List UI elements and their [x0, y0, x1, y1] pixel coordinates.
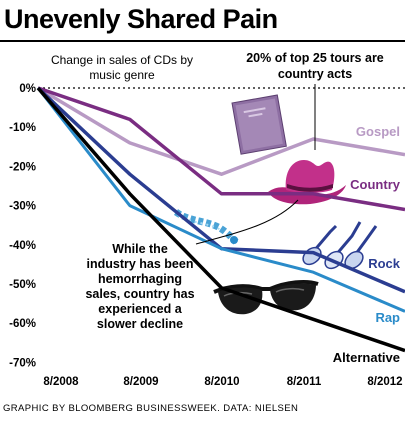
y-tick-label: -10%	[9, 122, 36, 134]
y-axis-ticks: 0% -10% -20% -30% -40% -50% -60% -70%	[9, 83, 36, 369]
annotation-tours-line-2: country acts	[278, 67, 352, 81]
annotation-decline-line-1: While the	[112, 242, 168, 256]
annotation-decline-note: While the industry has been hemorrhaging…	[85, 199, 299, 331]
series-labels: Gospel Country Rock Rap Alternative	[333, 124, 401, 365]
y-tick-label: -60%	[9, 318, 36, 330]
series-line-country	[37, 86, 405, 212]
y-tick-label: -70%	[9, 357, 36, 369]
x-tick-label: 8/2009	[123, 376, 158, 388]
y-tick-label: 0%	[19, 83, 36, 95]
subtitle-line-2: music genre	[89, 68, 155, 82]
sunglasses-icon	[213, 279, 319, 315]
annotation-decline-line-4: sales, country has	[85, 287, 194, 301]
annotation-decline-line-6: slower decline	[97, 317, 183, 331]
x-axis-ticks: 8/2008 8/2009 8/2010 8/2011 8/2012	[43, 376, 402, 388]
y-tick-label: -20%	[9, 161, 36, 173]
series-line-rap	[36, 87, 405, 313]
headline: Unevenly Shared Pain	[4, 4, 278, 34]
series-label-country: Country	[350, 177, 401, 192]
subtitle-line-1: Change in sales of CDs by	[51, 53, 193, 67]
x-tick-label: 8/2011	[287, 376, 322, 388]
source-credit: GRAPHIC BY BLOOMBERG BUSINESSWEEK. DATA:…	[3, 403, 299, 414]
y-tick-label: -30%	[9, 201, 36, 213]
chart-subtitle: Change in sales of CDs by music genre	[51, 53, 193, 82]
series-label-alternative: Alternative	[333, 350, 400, 365]
annotation-decline-line-3: hemorrhaging	[98, 272, 182, 286]
series-line-gospel	[37, 86, 405, 176]
annotation-tours-line-1: 20% of top 25 tours are	[246, 51, 384, 65]
annotation-country-tours: 20% of top 25 tours are country acts	[246, 51, 384, 150]
annotation-decline-pointer	[195, 199, 299, 245]
annotation-decline-line-5: experienced a	[98, 302, 182, 316]
series-label-gospel: Gospel	[356, 124, 400, 139]
series-lines	[36, 86, 405, 353]
annotation-decline-line-2: industry has been	[87, 257, 194, 271]
headline-rule	[0, 40, 405, 42]
y-tick-label: -40%	[9, 240, 36, 252]
y-tick-label: -50%	[9, 279, 36, 291]
x-tick-label: 8/2008	[43, 376, 79, 388]
x-tick-label: 8/2010	[204, 376, 239, 388]
bible-icon	[231, 94, 287, 155]
series-line-alternative	[36, 86, 405, 353]
x-tick-label: 8/2012	[367, 376, 402, 388]
series-label-rock: Rock	[368, 256, 401, 271]
series-label-rap: Rap	[375, 310, 400, 325]
bling-chain-icon	[173, 209, 239, 245]
